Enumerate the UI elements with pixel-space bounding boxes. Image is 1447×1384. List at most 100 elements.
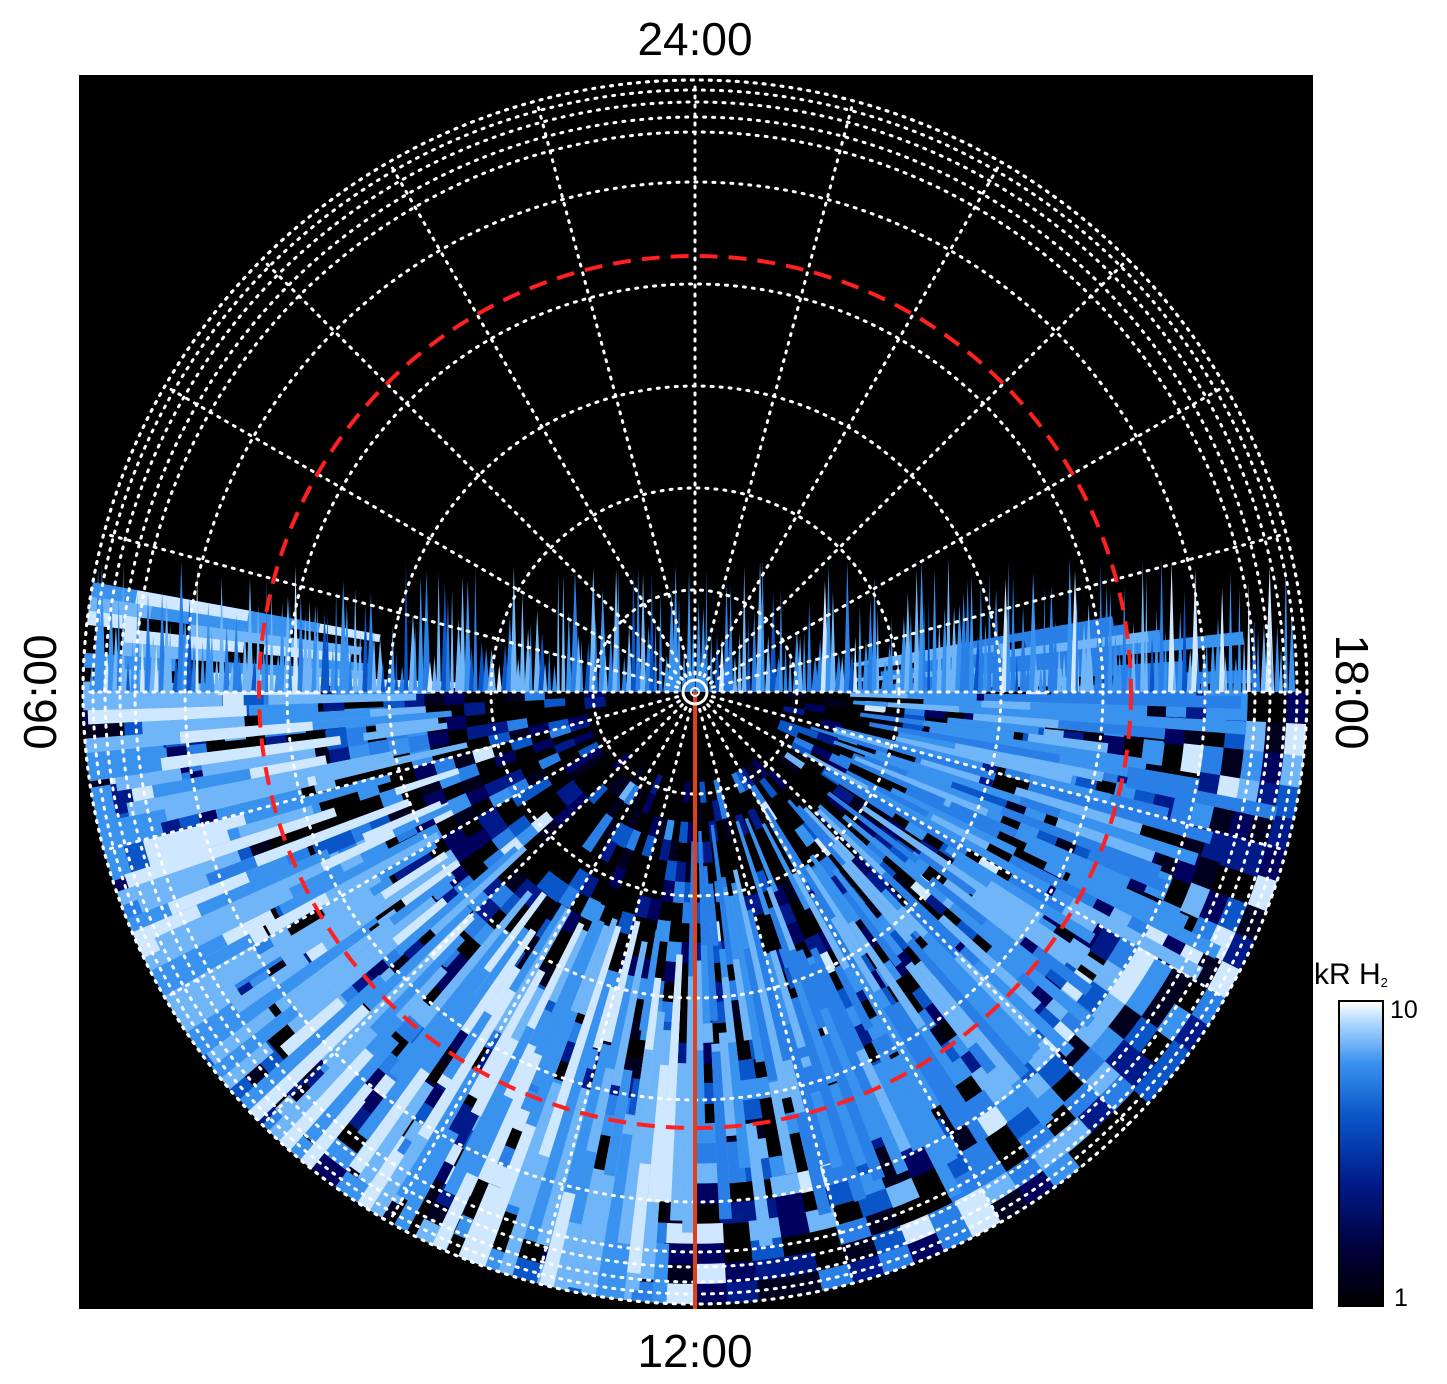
emission-cell	[459, 910, 488, 939]
emission-cell	[759, 777, 778, 799]
emission-cell	[441, 826, 468, 851]
emission-cell	[721, 817, 735, 841]
emission-cell	[463, 702, 486, 717]
time-label-dawn: 06:00	[14, 634, 66, 750]
emission-cell	[527, 722, 550, 737]
emission-cell	[624, 828, 642, 852]
emission-spike	[802, 631, 807, 692]
emission-cell	[502, 868, 528, 894]
emission-cell	[625, 807, 643, 831]
emission-spike	[547, 647, 552, 692]
emission-cell	[449, 838, 477, 864]
emission-spike	[357, 632, 363, 692]
emission-cell	[563, 756, 586, 775]
emission-cell	[493, 750, 518, 768]
emission-cell	[702, 841, 713, 864]
emission-spike	[510, 565, 518, 692]
emission-spike	[968, 574, 975, 692]
emission-spike	[1242, 637, 1247, 692]
emission-cell	[747, 807, 764, 831]
emission-spike	[496, 664, 502, 692]
emission-cell	[477, 872, 504, 899]
emission-cell	[577, 741, 600, 758]
emission-cell	[608, 821, 627, 845]
time-label-noon: 12:00	[637, 1325, 753, 1377]
emission-cell	[662, 819, 675, 842]
emission-cell	[1243, 720, 1268, 755]
emission-cell	[561, 786, 584, 807]
emission-cell	[464, 784, 490, 807]
emission-cell	[747, 761, 765, 783]
emission-cell	[514, 823, 539, 847]
emission-spike	[741, 565, 747, 692]
emission-cell	[487, 730, 512, 747]
emission-spike	[640, 572, 647, 692]
emission-cell	[523, 691, 545, 701]
emission-cell	[848, 855, 873, 880]
emission-cell	[505, 717, 529, 732]
emission-cell	[778, 719, 801, 733]
emission-cell	[593, 813, 614, 836]
emission-cell	[605, 796, 625, 819]
emission-cell	[584, 696, 606, 704]
emission-cell	[543, 698, 566, 708]
emission-cell	[567, 762, 590, 781]
colorbar-title-text: kR H	[1314, 958, 1381, 991]
emission-cell	[792, 736, 815, 753]
auroral-emission-heatmap	[83, 557, 1307, 1304]
emission-cell	[581, 829, 603, 853]
emission-spike	[746, 616, 751, 692]
emission-cell	[556, 779, 579, 800]
emission-cell	[686, 821, 695, 844]
emission-spike	[728, 586, 734, 692]
emission-cell	[804, 933, 828, 960]
emission-cell	[486, 721, 509, 736]
emission-cell	[587, 783, 608, 805]
emission-cell	[832, 784, 856, 806]
emission-spike	[552, 665, 557, 692]
emission-spike	[649, 574, 655, 692]
emission-spike	[843, 561, 851, 692]
emission-spike	[403, 559, 409, 692]
emission-cell	[452, 804, 478, 828]
emission-cell	[616, 847, 634, 871]
emission-cell	[546, 718, 570, 732]
emission-cell	[512, 877, 538, 904]
emission-spike	[394, 649, 399, 692]
emission-cell	[780, 756, 802, 775]
emission-cell	[444, 715, 468, 732]
emission-cell	[487, 882, 514, 909]
emission-spike	[1163, 629, 1168, 692]
emission-cell	[568, 868, 590, 893]
emission-cell	[612, 777, 631, 799]
emission-cell	[503, 691, 525, 703]
time-label-midnight: 24:00	[637, 13, 753, 65]
emission-cell	[693, 1142, 720, 1165]
emission-cell	[751, 758, 770, 779]
colorbar-title: kR H2	[1314, 958, 1388, 992]
emission-cell	[531, 737, 555, 754]
emission-cell	[794, 824, 816, 848]
emission-cell	[783, 751, 805, 770]
emission-cell	[423, 690, 445, 707]
emission-cell	[623, 784, 640, 806]
emission-cell	[557, 884, 580, 910]
emission-cell	[616, 825, 634, 849]
emission-spike	[737, 632, 742, 692]
emission-cell	[490, 826, 516, 851]
emission-spike	[987, 572, 992, 692]
emission-cell	[466, 827, 493, 852]
emission-cell	[717, 798, 729, 821]
emission-spike	[978, 584, 984, 692]
emission-cell	[749, 784, 767, 806]
emission-cell	[572, 731, 595, 746]
emission-cell	[511, 786, 536, 808]
emission-spike	[1158, 559, 1165, 692]
emission-cell	[535, 870, 560, 896]
emission-cell	[579, 896, 602, 922]
emission-cell	[693, 1162, 721, 1185]
emission-cell	[483, 776, 508, 798]
emission-cell	[566, 714, 589, 726]
emission-cell	[524, 768, 548, 788]
emission-cell	[661, 879, 676, 903]
